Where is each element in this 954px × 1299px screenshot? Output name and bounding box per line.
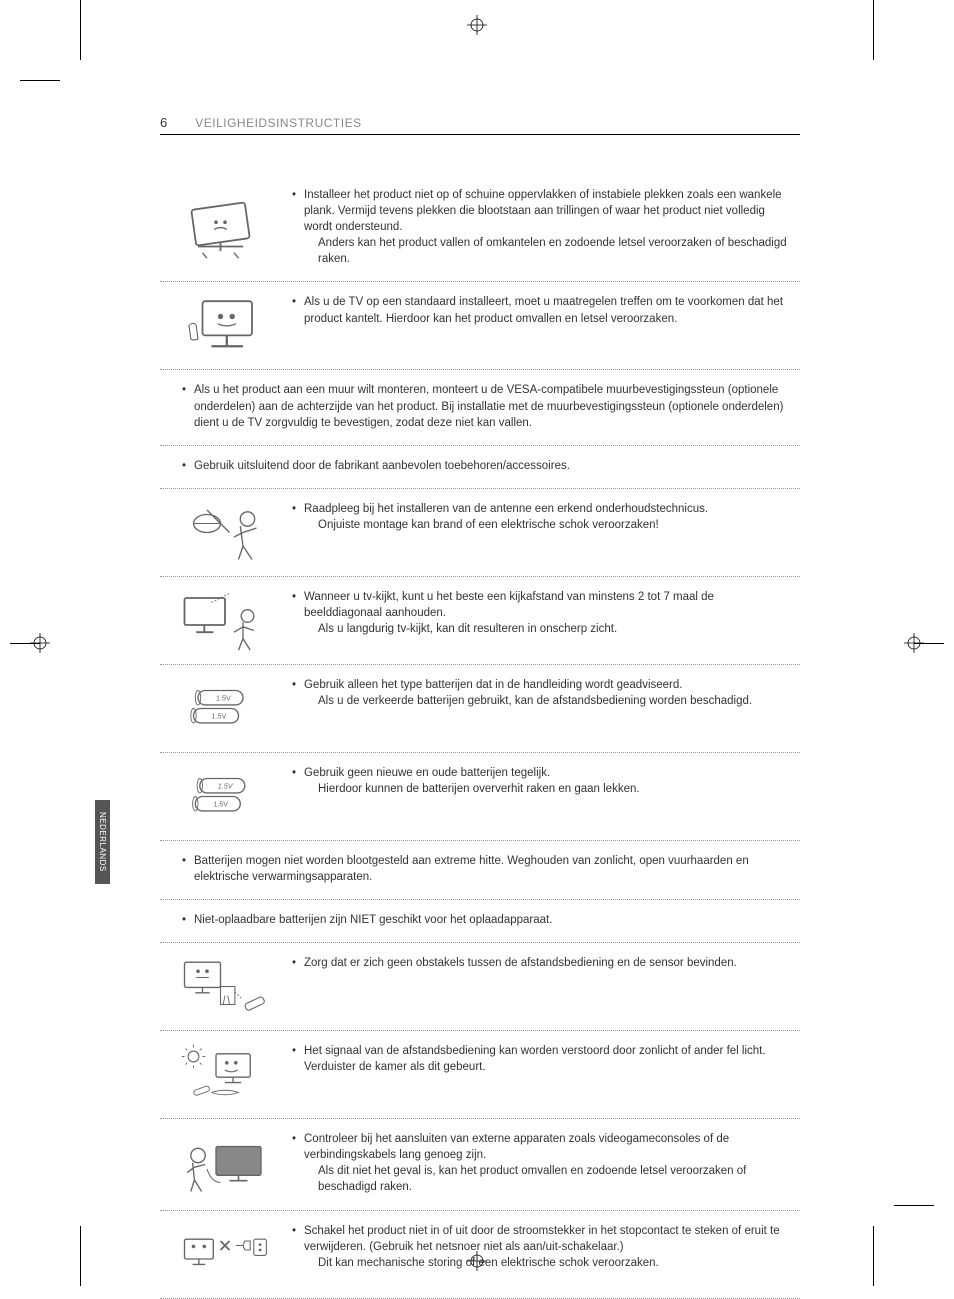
instruction-row: Installeer het product niet op of schuin… [160, 175, 800, 282]
instruction-item: Installeer het product niet op of schuin… [290, 187, 790, 267]
instruction-row: Het signaal van de afstandsbediening kan… [160, 1031, 800, 1119]
instruction-item: Als u de TV op een standaard installeert… [290, 294, 790, 326]
remote-sunlight-icon [160, 1039, 280, 1110]
batteries-2-icon [160, 761, 280, 832]
section-title: VEILIGHEIDSINSTRUCTIES [195, 116, 361, 130]
instruction-item: Gebruik uitsluitend door de fabrikant aa… [180, 458, 790, 474]
instruction-row: Gebruik alleen het type batterijen dat i… [160, 665, 800, 753]
instruction-item: Wanneer u tv-kijkt, kunt u het beste een… [290, 589, 790, 637]
page-number: 6 [160, 115, 167, 130]
instruction-row: Als u het product aan een muur wilt mont… [160, 370, 800, 445]
instruction-row: Als u de TV op een standaard installeert… [160, 282, 800, 370]
tv-stand-icon [160, 290, 280, 361]
instruction-item: Gebruik geen nieuwe en oude batterijen t… [290, 765, 790, 797]
instruction-row: Raadpleeg bij het installeren van de ant… [160, 489, 800, 577]
crop-mark [20, 80, 60, 81]
tv-tilt-icon [160, 183, 280, 273]
crop-mark [873, 1226, 874, 1286]
registration-mark [30, 633, 50, 653]
instruction-row: Niet-oplaadbare batterijen zijn NIET ges… [160, 900, 800, 943]
plug-switch-icon [160, 1219, 280, 1290]
tv-distance-icon [160, 585, 280, 656]
crop-mark [80, 1226, 81, 1286]
language-tab: NEDERLANDS [95, 800, 110, 884]
instruction-text: Zorg dat er zich geen obstakels tussen d… [280, 951, 800, 1022]
instruction-text: Als u de TV op een standaard installeert… [280, 290, 800, 361]
cable-length-icon [160, 1127, 280, 1201]
page-header: 6 VEILIGHEIDSINSTRUCTIES [160, 115, 800, 135]
registration-mark [467, 15, 487, 35]
instruction-row: Batterijen mogen niet worden blootgestel… [160, 841, 800, 900]
instruction-item: Als u het product aan een muur wilt mont… [180, 382, 790, 430]
instruction-text: Gebruik uitsluitend door de fabrikant aa… [160, 454, 800, 480]
instruction-item: Het signaal van de afstandsbediening kan… [290, 1043, 790, 1075]
instruction-text: Het signaal van de afstandsbediening kan… [280, 1039, 800, 1110]
crop-mark [873, 0, 874, 60]
instruction-text: Installeer het product niet op of schuin… [280, 183, 800, 273]
crop-mark [80, 0, 81, 60]
instruction-item: Raadpleeg bij het installeren van de ant… [290, 501, 790, 533]
instruction-text: Schakel het product niet in of uit door … [280, 1219, 800, 1290]
remote-obstacle-icon [160, 951, 280, 1022]
page-content: 6 VEILIGHEIDSINSTRUCTIES Installeer het … [160, 115, 800, 1299]
instruction-item: Batterijen mogen niet worden blootgestel… [180, 853, 790, 885]
instruction-text: Niet-oplaadbare batterijen zijn NIET ges… [160, 908, 800, 934]
instruction-item: Schakel het product niet in of uit door … [290, 1223, 790, 1271]
instruction-text: Gebruik alleen het type batterijen dat i… [280, 673, 800, 744]
instruction-row: Schakel het product niet in of uit door … [160, 1211, 800, 1299]
antenna-tech-icon [160, 497, 280, 568]
batteries-1-icon [160, 673, 280, 744]
crop-mark [894, 1205, 934, 1206]
registration-mark [904, 633, 924, 653]
instruction-text: Raadpleeg bij het installeren van de ant… [280, 497, 800, 568]
instruction-row: Wanneer u tv-kijkt, kunt u het beste een… [160, 577, 800, 665]
instruction-item: Zorg dat er zich geen obstakels tussen d… [290, 955, 790, 971]
instruction-item: Niet-oplaadbare batterijen zijn NIET ges… [180, 912, 790, 928]
instruction-text: Gebruik geen nieuwe en oude batterijen t… [280, 761, 800, 832]
instruction-row: Zorg dat er zich geen obstakels tussen d… [160, 943, 800, 1031]
instruction-text: Als u het product aan een muur wilt mont… [160, 378, 800, 436]
instruction-row: Gebruik uitsluitend door de fabrikant aa… [160, 446, 800, 489]
instruction-row: Gebruik geen nieuwe en oude batterijen t… [160, 753, 800, 841]
instruction-item: Controleer bij het aansluiten van extern… [290, 1131, 790, 1195]
instruction-text: Batterijen mogen niet worden blootgestel… [160, 849, 800, 891]
instruction-item: Gebruik alleen het type batterijen dat i… [290, 677, 790, 709]
instruction-row: Controleer bij het aansluiten van extern… [160, 1119, 800, 1210]
instruction-text: Controleer bij het aansluiten van extern… [280, 1127, 800, 1201]
instruction-text: Wanneer u tv-kijkt, kunt u het beste een… [280, 585, 800, 656]
